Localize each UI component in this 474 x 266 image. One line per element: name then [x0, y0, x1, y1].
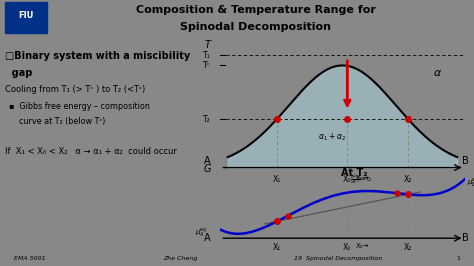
Text: Spinodal Decomposition: Spinodal Decomposition	[181, 22, 331, 32]
Text: $\alpha_1 + \alpha_2$: $\alpha_1 + \alpha_2$	[318, 131, 346, 143]
Text: 19  Spinodal Decomposition: 19 Spinodal Decomposition	[294, 256, 382, 261]
Text: $\mu_B^{eq}$: $\mu_B^{eq}$	[467, 177, 474, 189]
Text: X₀→: X₀→	[356, 243, 369, 250]
Text: A: A	[204, 233, 210, 243]
Text: Tᶜ: Tᶜ	[203, 61, 210, 70]
Text: FIU: FIU	[18, 11, 34, 20]
Text: T₂: T₂	[203, 115, 210, 124]
Text: $\frac{d^2G}{dX^2}=0$: $\frac{d^2G}{dX^2}=0$	[350, 172, 372, 186]
Text: A: A	[204, 156, 210, 166]
Text: EMA 5001: EMA 5001	[14, 256, 46, 261]
Text: B: B	[462, 156, 469, 166]
Text: B: B	[462, 233, 469, 243]
Bar	[5, 2, 47, 33]
Text: curve at T₂ (below Tᶜ): curve at T₂ (below Tᶜ)	[9, 117, 106, 126]
Text: X₁: X₁	[273, 175, 281, 184]
Text: ▪  Gibbs free energy – composition: ▪ Gibbs free energy – composition	[9, 102, 150, 111]
Text: If  X₁ < X₀ < X₂   α → α₁ + α₂  could occur: If X₁ < X₀ < X₂ α → α₁ + α₂ could occur	[5, 147, 177, 156]
Text: □Binary system with a miscibility: □Binary system with a miscibility	[5, 51, 190, 61]
Text: Cooling from T₁ (> Tᶜ ) to T₂ (<Tᶜ): Cooling from T₁ (> Tᶜ ) to T₂ (<Tᶜ)	[5, 85, 145, 94]
Text: X₀: X₀	[343, 175, 352, 184]
Text: $\alpha$: $\alpha$	[433, 68, 442, 78]
Text: gap: gap	[5, 68, 32, 78]
Text: Composition & Temperature Range for: Composition & Temperature Range for	[136, 5, 376, 15]
Text: $\mu_A^{eq}$: $\mu_A^{eq}$	[195, 227, 208, 239]
Text: At T₂: At T₂	[341, 168, 368, 178]
Text: X₂: X₂	[404, 175, 412, 184]
Text: G: G	[203, 164, 210, 174]
Text: Zhe Cheng: Zhe Cheng	[163, 256, 197, 261]
Text: X₁: X₁	[273, 243, 281, 252]
Text: X₀: X₀	[343, 243, 352, 252]
Text: X₀→: X₀→	[356, 175, 369, 181]
Text: 1: 1	[456, 256, 460, 261]
Text: X₂: X₂	[404, 243, 412, 252]
Text: T: T	[205, 40, 210, 50]
Text: T₁: T₁	[203, 51, 210, 60]
